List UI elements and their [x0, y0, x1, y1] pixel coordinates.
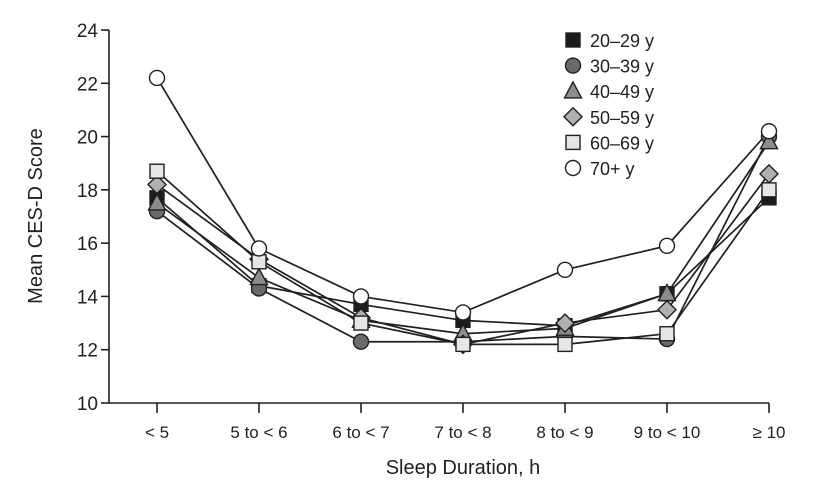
- legend-label: 70+ y: [590, 159, 635, 179]
- data-point: [659, 326, 675, 342]
- legend-item: 70+ y: [564, 159, 635, 179]
- legend-item: 60–69 y: [565, 133, 654, 153]
- legend-marker: [563, 80, 583, 99]
- legend-marker: [563, 106, 583, 127]
- y-axis-ticks: 10 12 14 16 18 20 22 24: [77, 21, 109, 415]
- x-tick-label: < 5: [145, 423, 169, 442]
- y-tick-label: 24: [77, 21, 99, 42]
- x-tick-label: 6 to < 7: [332, 423, 389, 442]
- data-point: [147, 174, 167, 195]
- data-point: [455, 336, 471, 353]
- legend-marker: [565, 134, 581, 151]
- y-axis-title: Mean CES-D Score: [25, 128, 47, 304]
- data-point: [251, 254, 267, 270]
- x-tick-label: 5 to < 6: [230, 423, 287, 442]
- legend-label: 30–39 y: [590, 57, 654, 77]
- legend-label: 20–29 y: [590, 31, 654, 51]
- data-point: [557, 336, 573, 353]
- data-point: [148, 69, 166, 87]
- legend-item: 40–49 y: [563, 80, 654, 102]
- data-point: [352, 333, 370, 350]
- data-point: [249, 266, 269, 286]
- y-tick-label: 20: [77, 128, 98, 149]
- legend-item: 30–39 y: [564, 57, 654, 77]
- data-point: [353, 315, 369, 331]
- legend-label: 60–69 y: [590, 133, 654, 153]
- x-axis-title: Sleep Duration, h: [386, 457, 541, 479]
- x-tick-label: 7 to < 8: [434, 423, 491, 442]
- legend-marker: [564, 57, 582, 74]
- legend-label: 50–59 y: [590, 108, 654, 128]
- data-point: [657, 299, 677, 320]
- data-point: [658, 237, 676, 255]
- legend-label: 40–49 y: [590, 82, 654, 102]
- y-tick-label: 14: [77, 287, 99, 308]
- data-point: [760, 123, 778, 140]
- data-point: [759, 131, 779, 150]
- data-point: [556, 261, 574, 278]
- x-tick-label: 9 to < 10: [634, 423, 701, 442]
- data-point: [149, 163, 165, 179]
- axes: [108, 30, 769, 404]
- legend-marker: [564, 159, 582, 177]
- legend-item: 50–59 y: [563, 106, 654, 128]
- data-point: [761, 182, 777, 198]
- legend-item: 20–29 y: [565, 31, 654, 51]
- data-point: [759, 163, 779, 184]
- y-tick-label: 12: [77, 341, 98, 362]
- data-point: [250, 240, 268, 257]
- legend: 20–29 y 30–39 y 40–49 y 50–59 y 60–69 y 70+ y: [563, 31, 654, 179]
- data-point: [555, 313, 575, 334]
- x-tick-label: 8 to < 9: [536, 423, 593, 442]
- series-markers: [147, 69, 779, 355]
- y-tick-label: 22: [77, 74, 98, 95]
- y-tick-label: 18: [77, 181, 98, 202]
- x-tick-label: ≥ 10: [753, 423, 786, 442]
- legend-marker: [565, 32, 581, 48]
- data-point: [454, 304, 472, 321]
- y-tick-label: 10: [77, 394, 98, 415]
- x-axis-ticks: < 5 5 to < 6 6 to < 7 7 to < 8 8 to < 9 9 to …: [145, 403, 786, 442]
- series-markers-5: [148, 69, 778, 321]
- data-point: [352, 288, 370, 305]
- y-tick-label: 16: [77, 234, 98, 255]
- data-point: [147, 192, 167, 211]
